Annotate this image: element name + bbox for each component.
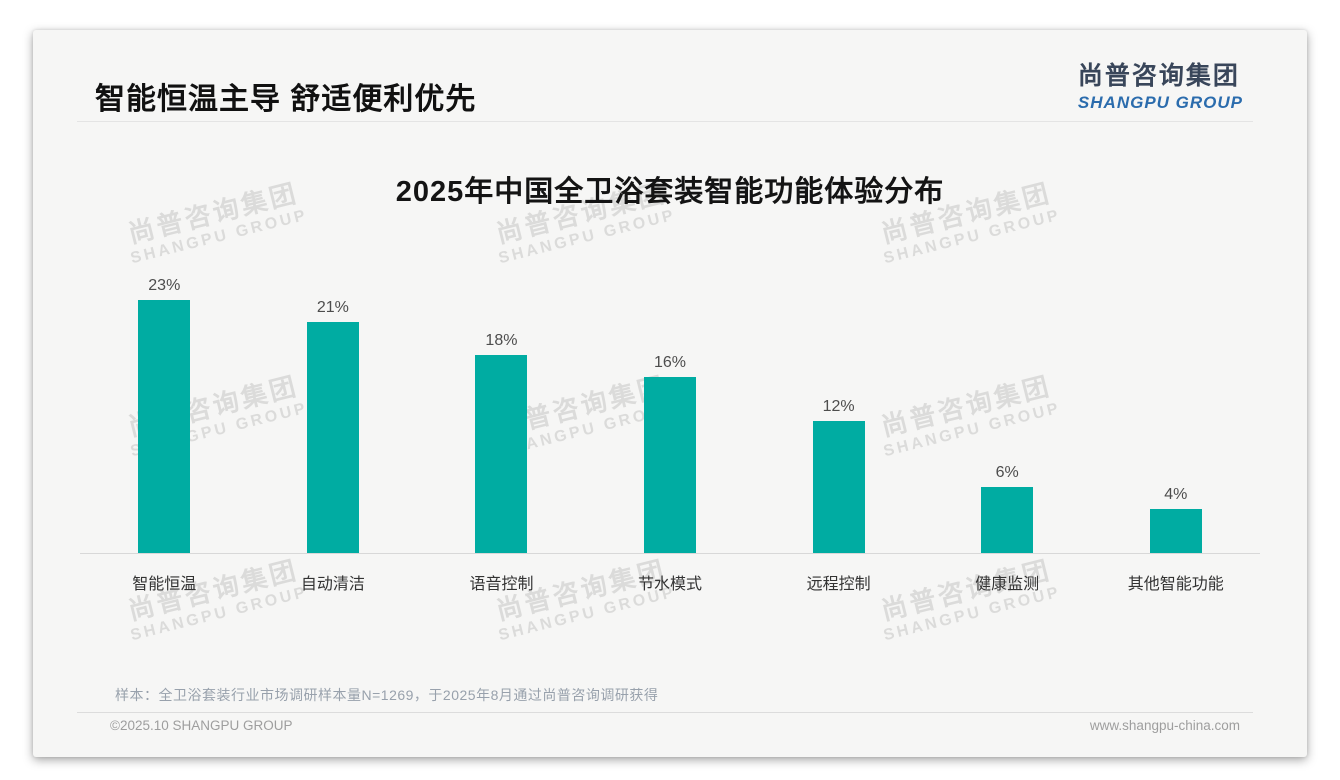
watermark: 尚普咨询集团 SHANGPU GROUP (873, 549, 1063, 645)
watermark: 尚普咨询集团 SHANGPU GROUP (120, 549, 310, 645)
slide-card: 尚普咨询集团 SHANGPU GROUP 尚普咨询集团 SHANGPU GROUP 尚普… (33, 30, 1307, 757)
watermark: 尚普咨询集团 SHANGPU GROUP (120, 172, 310, 268)
watermark: 尚普咨询集团 SHANGPU GROUP (873, 172, 1063, 268)
watermark: 尚普咨询集团 SHANGPU GROUP (120, 365, 310, 461)
watermark: 尚普咨询集团 SHANGPU GROUP (488, 549, 678, 645)
watermark: 尚普咨询集团 SHANGPU GROUP (488, 365, 678, 461)
watermark: 尚普咨询集团 SHANGPU GROUP (873, 365, 1063, 461)
watermark: 尚普咨询集团 SHANGPU GROUP (488, 172, 678, 268)
watermark-layer: 尚普咨询集团 SHANGPU GROUP 尚普咨询集团 SHANGPU GROUP 尚普… (33, 30, 1307, 757)
